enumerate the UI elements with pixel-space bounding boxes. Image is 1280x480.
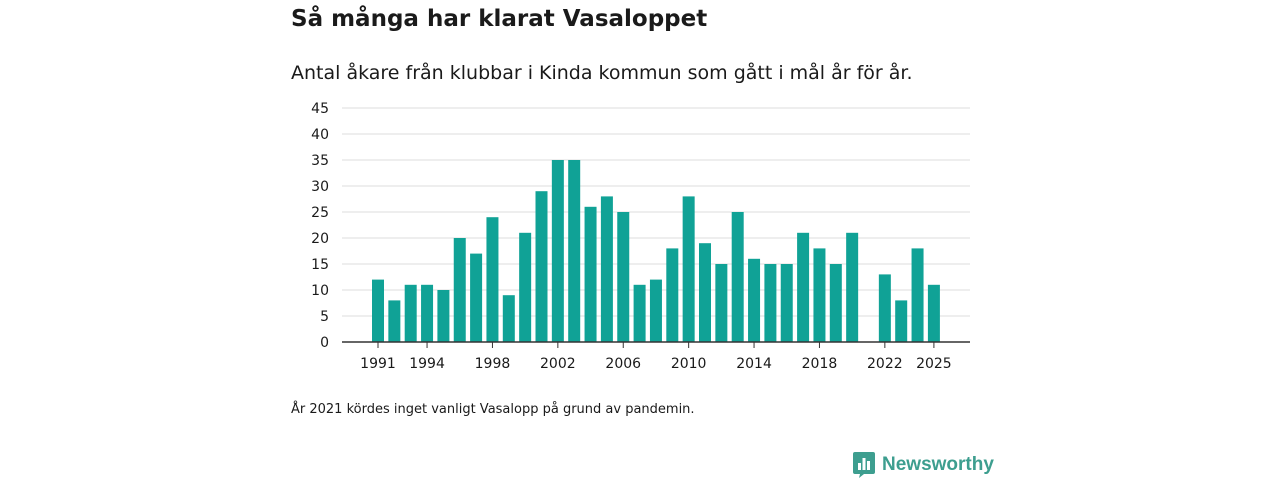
bar-2022 xyxy=(878,274,891,342)
x-tick-label: 1994 xyxy=(409,356,445,372)
bar-2020 xyxy=(846,232,859,342)
brand-name: Newsworthy xyxy=(882,454,994,475)
bars xyxy=(372,160,940,342)
brand-logo: Newsworthy xyxy=(853,452,994,478)
bar-1992 xyxy=(388,300,401,342)
x-tick-label: 2022 xyxy=(867,356,903,372)
bar-2003 xyxy=(568,160,581,342)
y-tick-label: 20 xyxy=(311,231,329,247)
x-tick-label: 1998 xyxy=(475,356,511,372)
x-tick-label: 2010 xyxy=(671,356,707,372)
y-tick-label: 10 xyxy=(311,283,329,299)
bar-2000 xyxy=(519,232,532,342)
bar-1991 xyxy=(372,279,384,342)
x-tick-label: 2014 xyxy=(736,356,772,372)
y-tick-label: 25 xyxy=(311,205,329,221)
bar-2012 xyxy=(715,264,728,342)
y-tick-label: 40 xyxy=(311,127,329,143)
bar-2017 xyxy=(797,232,810,342)
y-tick-label: 5 xyxy=(320,309,329,325)
y-tick-label: 0 xyxy=(320,335,329,351)
bar-2025 xyxy=(927,284,940,342)
bar-1993 xyxy=(404,284,417,342)
footnote: År 2021 kördes inget vanligt Vasalopp på… xyxy=(291,402,695,417)
chart-subtitle: Antal åkare från klubbar i Kinda kommun … xyxy=(291,62,913,84)
x-tick-label: 2025 xyxy=(916,356,952,372)
x-tick-label: 2018 xyxy=(802,356,838,372)
bar-2011 xyxy=(699,243,711,342)
x-tick-label: 1991 xyxy=(360,356,396,372)
bar-2010 xyxy=(682,196,695,342)
bar-2019 xyxy=(829,264,842,342)
bar-2023 xyxy=(895,300,908,342)
bar-2024 xyxy=(911,248,924,342)
bar-2006 xyxy=(617,212,630,342)
bar-2009 xyxy=(666,248,679,342)
bar-1995 xyxy=(437,290,450,342)
y-tick-label: 15 xyxy=(311,257,329,273)
bar-1998 xyxy=(486,217,499,342)
bar-2015 xyxy=(764,264,777,342)
bar-2002 xyxy=(551,160,564,342)
bar-2005 xyxy=(600,196,613,342)
y-tick-label: 30 xyxy=(311,179,329,195)
bar-2014 xyxy=(748,258,761,342)
bar-1994 xyxy=(421,284,434,342)
y-tick-label: 45 xyxy=(311,101,329,117)
bar-2013 xyxy=(731,212,744,342)
x-tick-label: 2002 xyxy=(540,356,576,372)
bar-1999 xyxy=(502,295,515,342)
y-tick-label: 35 xyxy=(311,153,329,169)
bar-1997 xyxy=(470,253,483,342)
bar-2016 xyxy=(780,264,793,342)
x-tick-label: 2006 xyxy=(605,356,641,372)
bar-1996 xyxy=(453,238,466,342)
newsworthy-logo-icon xyxy=(853,452,875,478)
chart-title: Så många har klarat Vasaloppet xyxy=(291,6,708,32)
bar-2004 xyxy=(584,206,597,342)
bar-2007 xyxy=(633,284,646,342)
bar-2001 xyxy=(535,191,548,342)
bar-2018 xyxy=(813,248,826,342)
bar-2008 xyxy=(649,279,662,342)
